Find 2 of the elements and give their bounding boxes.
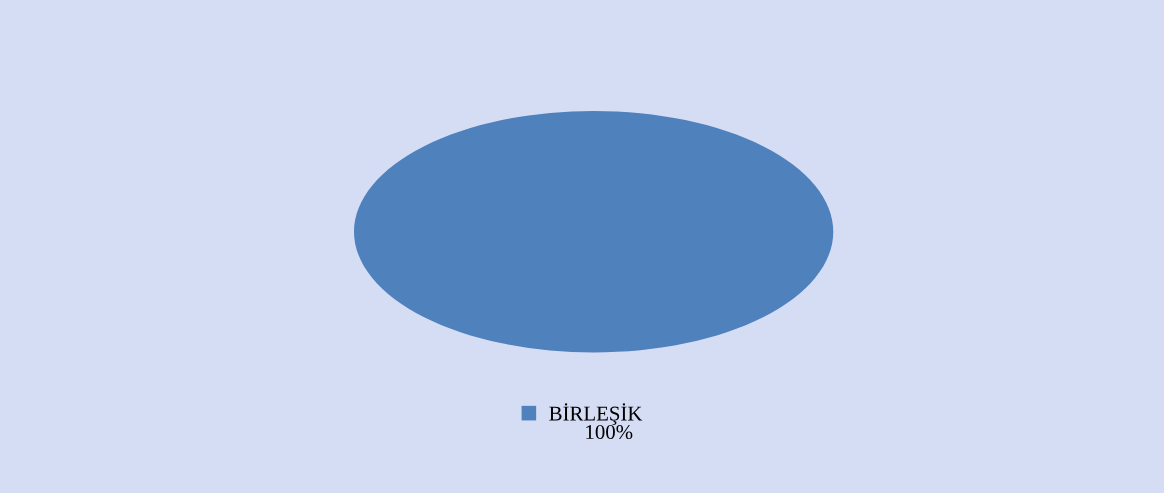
data-label: 100%	[586, 425, 633, 440]
legend-label: BİRLEŞİK	[549, 403, 643, 425]
